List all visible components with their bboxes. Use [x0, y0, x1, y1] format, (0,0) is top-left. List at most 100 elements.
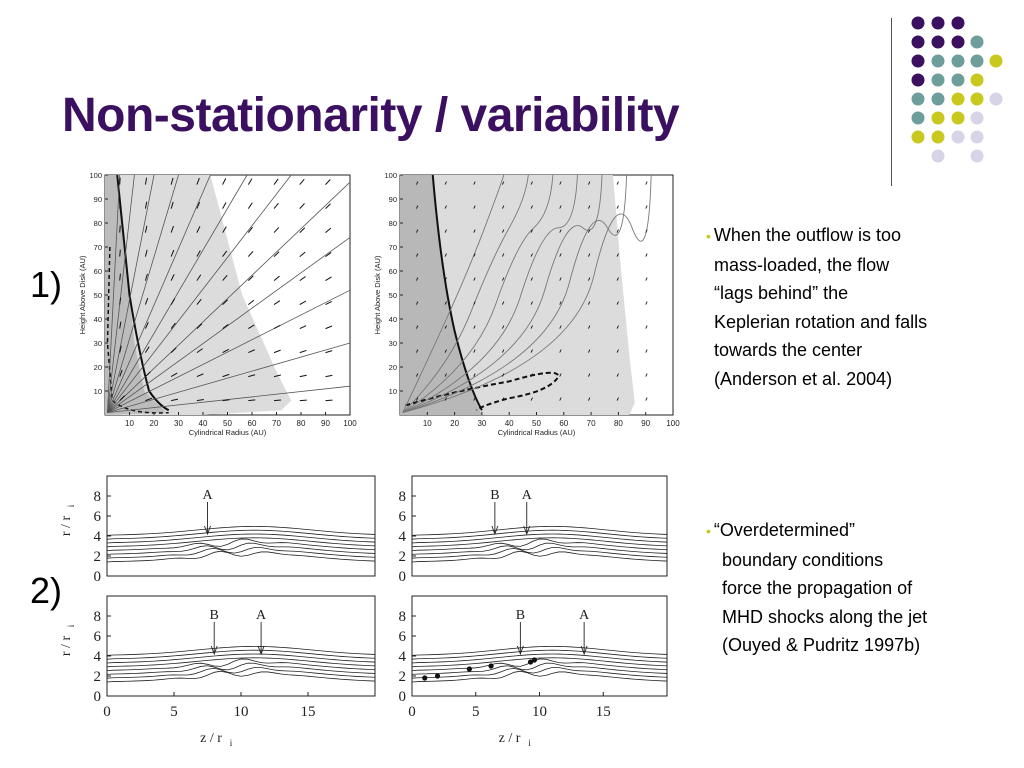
x-tick-label: 40 — [199, 419, 208, 428]
y-tick-label: 6 — [399, 629, 407, 645]
field-line — [107, 174, 135, 413]
jet-contour — [106, 538, 376, 551]
velocity-vector — [144, 273, 148, 281]
y-tick-label: 4 — [94, 649, 102, 665]
x-axis-label: z / r — [200, 731, 222, 746]
bullet-line: Keplerian rotation and falls — [714, 311, 928, 332]
velocity-vector — [415, 229, 419, 233]
jet-contour — [106, 670, 376, 683]
x-axis-label-subscript: i — [528, 738, 531, 748]
jet-contour — [411, 667, 668, 679]
velocity-vector — [273, 178, 279, 185]
velocity-vector — [530, 325, 533, 329]
x-axis-label: Cylindrical Radius (AU) — [498, 428, 576, 437]
bullet-marker: • — [706, 228, 711, 244]
velocity-vector — [530, 373, 533, 377]
y-tick-label: 90 — [94, 195, 102, 204]
velocity-vector — [299, 203, 305, 209]
velocity-vector — [645, 253, 648, 257]
velocity-vector — [144, 201, 148, 209]
tracer-particle — [488, 663, 494, 669]
velocity-vector — [222, 226, 227, 233]
velocity-vector — [473, 181, 476, 185]
velocity-vector — [119, 321, 122, 329]
jet-contour — [411, 538, 668, 551]
velocity-vector — [325, 325, 333, 330]
y-tick-label: 100 — [384, 171, 397, 180]
x-tick-label: 50 — [532, 419, 541, 428]
velocity-vector — [299, 325, 307, 330]
velocity-vector — [119, 249, 121, 257]
velocity-vector — [196, 323, 203, 329]
x-tick-label: 80 — [297, 419, 306, 428]
jet-contour — [106, 533, 376, 544]
tracer-particle — [531, 657, 537, 663]
velocity-vector — [222, 373, 230, 378]
bullet-line: (Anderson et al. 2004) — [714, 368, 893, 389]
jet-contour — [411, 645, 668, 656]
x-tick-label: 70 — [587, 419, 596, 428]
y-tick-label: 70 — [94, 243, 102, 252]
field-line — [402, 174, 652, 414]
velocity-vector — [299, 374, 307, 378]
velocity-vector — [415, 205, 419, 209]
velocity-vector — [444, 205, 447, 209]
velocity-vector — [196, 201, 201, 209]
x-tick-label: 10 — [532, 704, 547, 720]
velocity-vector — [325, 203, 331, 209]
y-tick-label: 6 — [94, 629, 102, 645]
y-tick-label: 80 — [389, 219, 397, 228]
jet-contour — [411, 533, 668, 544]
velocity-vector — [247, 251, 254, 257]
jet-contour — [106, 645, 376, 656]
jet-contour — [106, 547, 376, 559]
y-tick-label: 30 — [389, 339, 397, 348]
velocity-vector — [587, 397, 591, 401]
velocity-vector — [559, 373, 562, 377]
velocity-vector — [645, 373, 648, 377]
velocity-vector — [273, 251, 280, 257]
jet-contour — [106, 657, 376, 668]
field-line — [107, 289, 351, 413]
y-tick-label: 80 — [94, 219, 102, 228]
bullet-line: • “Overdetermined” — [706, 516, 927, 546]
bullet-text: “Overdetermined” — [713, 520, 855, 540]
velocity-vector — [444, 229, 447, 233]
velocity-vector — [247, 275, 254, 281]
velocity-vector — [587, 181, 591, 185]
velocity-vector — [119, 297, 122, 305]
velocity-vector — [501, 349, 505, 353]
velocity-vector — [530, 229, 533, 233]
velocity-vector — [645, 229, 648, 233]
y-tick-label: 50 — [389, 291, 397, 300]
shock-marker-label: A — [579, 608, 590, 623]
x-tick-label: 20 — [450, 419, 459, 428]
x-tick-label: 30 — [174, 419, 183, 428]
velocity-vector — [196, 298, 202, 305]
shaded-region — [400, 175, 482, 415]
x-tick-label: 20 — [150, 419, 159, 428]
shock-marker-label: A — [202, 488, 213, 503]
velocity-vector — [501, 325, 505, 329]
field-line — [107, 174, 179, 413]
velocity-vector — [473, 325, 476, 329]
velocity-vector — [248, 324, 255, 330]
velocity-vector — [559, 253, 562, 257]
x-axis-label-subscript: i — [230, 738, 233, 748]
jet-contour — [106, 662, 376, 675]
velocity-vector — [248, 399, 256, 402]
shock-marker-label: A — [522, 488, 533, 503]
jet-contour — [411, 547, 668, 559]
y-tick-label: 6 — [399, 509, 407, 525]
velocity-vector — [273, 202, 279, 209]
velocity-vector — [501, 253, 505, 257]
bullet-line: MHD shocks along the jet — [722, 606, 928, 627]
bullet-line: (Ouyed & Pudritz 1997b) — [722, 635, 921, 655]
jet-contour — [411, 550, 668, 563]
shock-marker-label: A — [256, 608, 267, 623]
x-tick-label: 90 — [641, 419, 650, 428]
x-tick-label: 100 — [666, 419, 680, 428]
velocity-vector — [587, 301, 591, 305]
jet-contour — [106, 529, 376, 540]
velocity-vector — [473, 253, 476, 257]
